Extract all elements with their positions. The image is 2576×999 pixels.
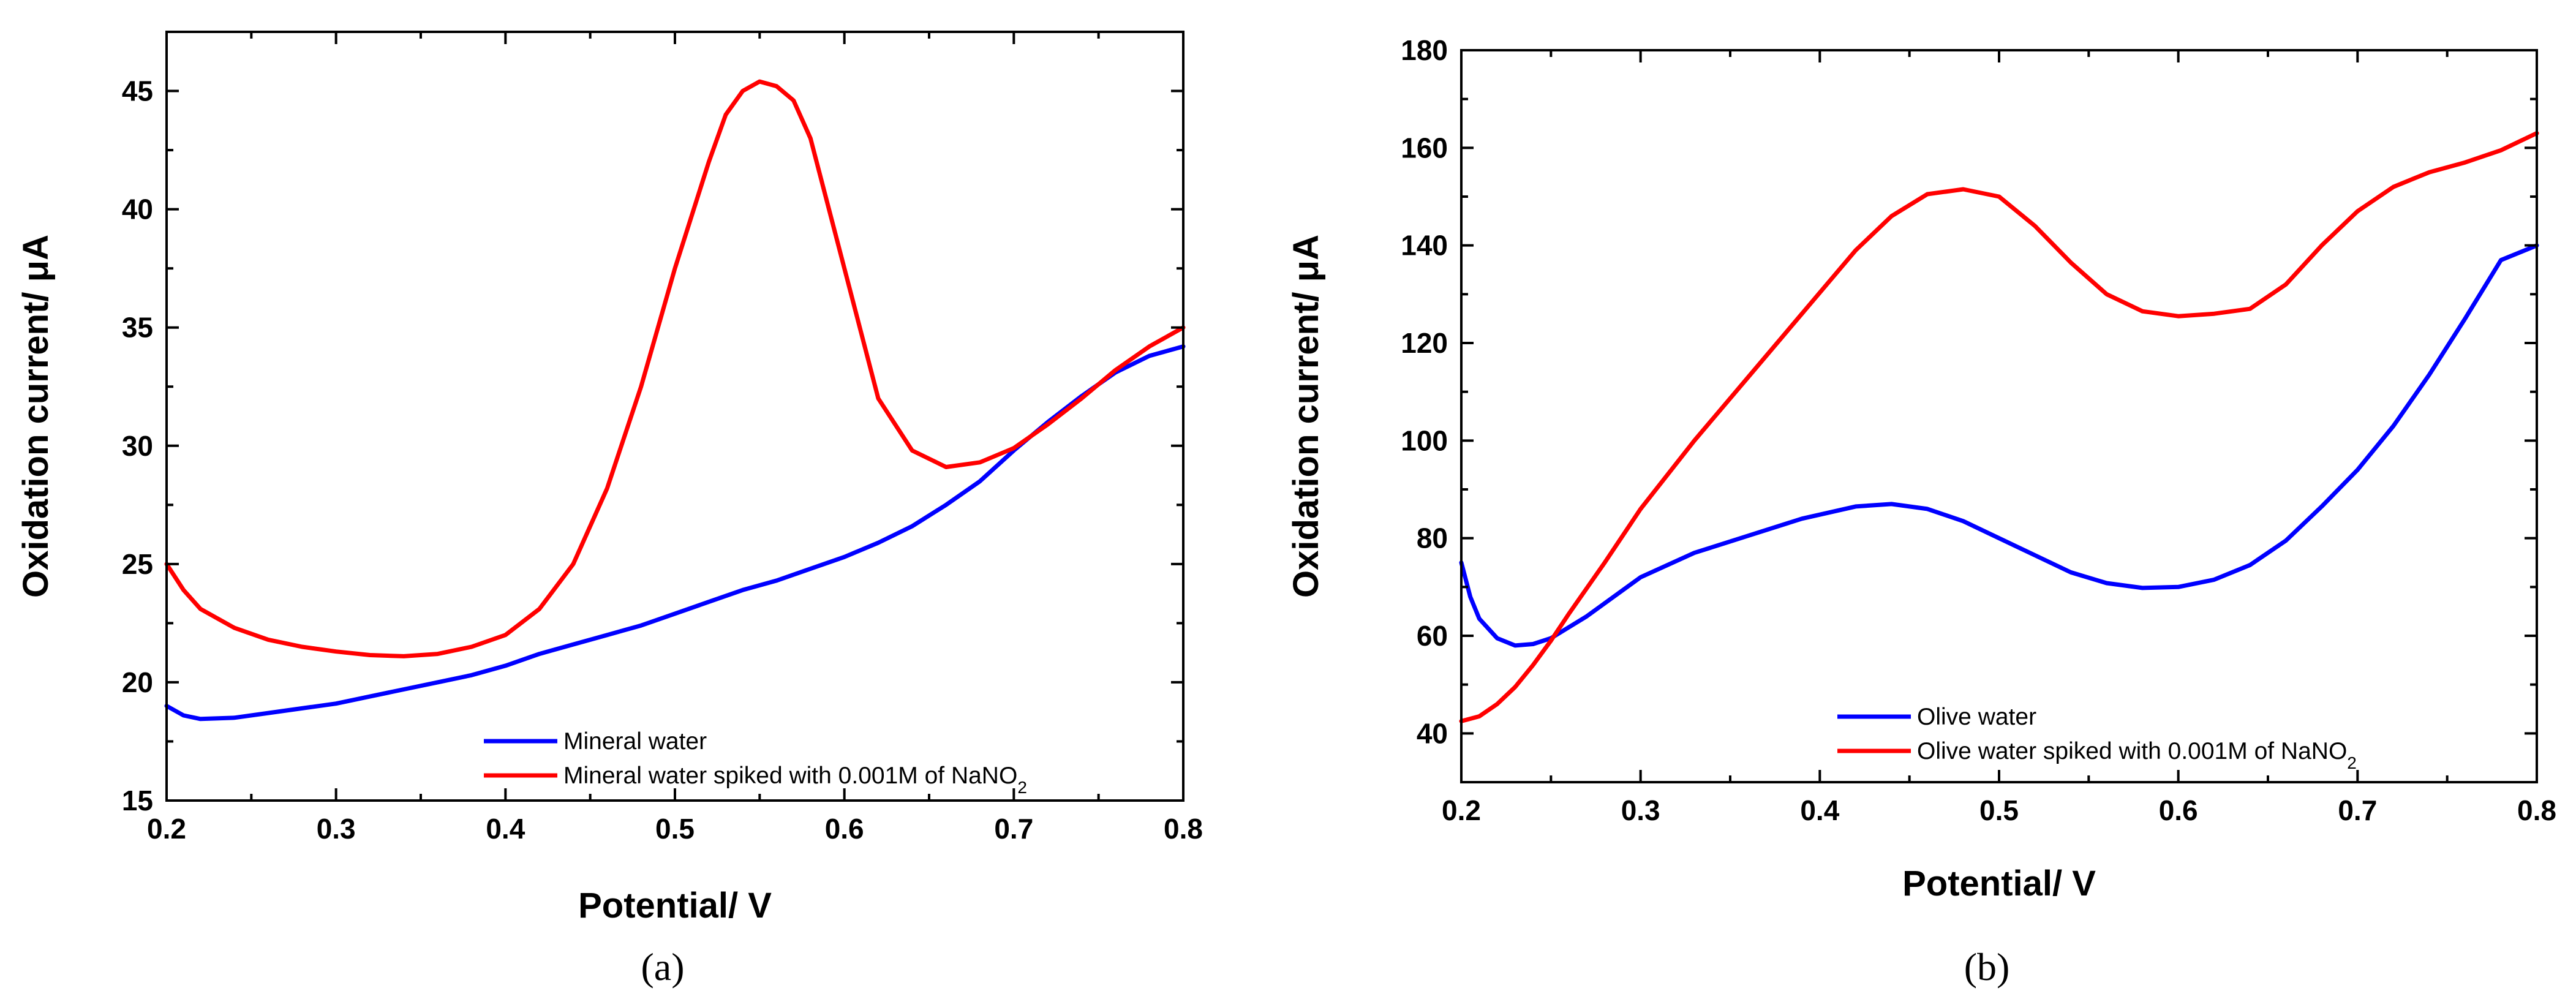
y-tick-label-b: 180 xyxy=(1401,34,1448,66)
x-tick-label-a: 0.6 xyxy=(825,813,864,845)
legend-label-a-2: Mineral water spiked with 0.001M of NaNO… xyxy=(563,763,1027,797)
chart-panel-a: 0.2 0.3 0.4 0.5 0.6 0.7 0.8 15 20 25 30 35 40 45 Poten… xyxy=(16,31,1203,989)
plot-frame-a xyxy=(165,31,1184,802)
y-tick-label-a: 40 xyxy=(122,194,153,225)
panel-label-a: (a) xyxy=(641,945,684,989)
y-tick-label-b: 120 xyxy=(1401,327,1448,359)
x-tick-label-a: 0.4 xyxy=(486,813,525,845)
series-line-b-1 xyxy=(1459,243,2539,648)
x-tick-label-b: 0.3 xyxy=(1621,794,1660,826)
plot-frame-b xyxy=(1460,49,2538,783)
y-tick-label-b: 80 xyxy=(1417,522,1448,554)
x-tick-label-b: 0.2 xyxy=(1442,794,1481,826)
y-tick-label-a: 25 xyxy=(122,548,153,580)
x-tick-label-b: 0.4 xyxy=(1800,794,1839,826)
y-tick-label-b: 40 xyxy=(1417,717,1448,749)
legend-label-b-2: Olive water spiked with 0.001M of NaNO2 xyxy=(1917,738,2357,772)
y-axis-title-b: Oxidation current/ μA xyxy=(1286,235,1326,598)
y-tick-label-b: 100 xyxy=(1401,424,1448,456)
y-tick-label-a: 35 xyxy=(122,312,153,344)
y-tick-label-b: 60 xyxy=(1417,620,1448,652)
y-tick-label-a: 45 xyxy=(122,75,153,107)
x-tick-label-a: 0.3 xyxy=(317,813,356,845)
legend-label-b-1: Olive water xyxy=(1917,704,2036,730)
y-tick-label-a: 30 xyxy=(122,430,153,462)
x-axis-title-a: Potential/ V xyxy=(578,886,772,925)
x-tick-label-a: 0.5 xyxy=(655,813,695,845)
x-axis-title-b: Potential/ V xyxy=(1902,864,2096,903)
x-tick-label-a: 0.8 xyxy=(1164,813,1203,845)
series-line-b-2 xyxy=(1459,130,2539,723)
panel-label-b: (b) xyxy=(1964,945,2010,989)
x-tick-label-b: 0.5 xyxy=(1979,794,2019,826)
x-tick-label-b: 0.6 xyxy=(2159,794,2198,826)
chart-panel-b: 0.2 0.3 0.4 0.5 0.6 0.7 0.8 40 60 80 100 120 140 160 1… xyxy=(1286,34,2556,989)
x-tick-label-b: 0.8 xyxy=(2517,794,2556,826)
series-line-a-1 xyxy=(164,344,1186,722)
y-tick-label-a: 15 xyxy=(122,785,153,816)
series-line-a-2 xyxy=(164,79,1186,658)
y-axis-title-a: Oxidation current/ μA xyxy=(16,235,56,598)
x-tick-label-a: 0.7 xyxy=(994,813,1033,845)
y-tick-label-b: 140 xyxy=(1401,230,1448,262)
y-tick-label-b: 160 xyxy=(1401,132,1448,164)
x-tick-label-b: 0.7 xyxy=(2338,794,2377,826)
x-tick-label-a: 0.2 xyxy=(147,813,186,845)
y-tick-label-a: 20 xyxy=(122,666,153,698)
legend-label-a-1: Mineral water xyxy=(563,728,707,755)
